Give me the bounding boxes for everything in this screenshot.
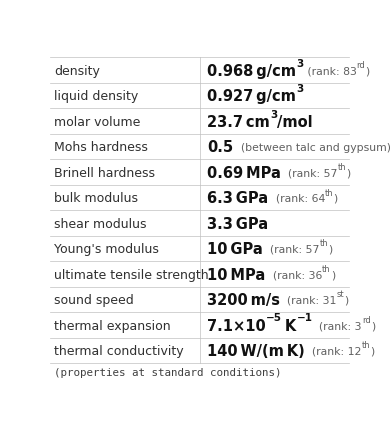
Text: 6.3 GPa: 6.3 GPa xyxy=(207,191,269,206)
Text: bulk modulus: bulk modulus xyxy=(54,192,138,204)
Text: molar volume: molar volume xyxy=(54,115,140,128)
Text: th: th xyxy=(362,341,370,350)
Text: liquid density: liquid density xyxy=(54,90,138,103)
Text: (rank: 3: (rank: 3 xyxy=(312,320,362,330)
Text: thermal conductivity: thermal conductivity xyxy=(54,344,184,357)
Text: K: K xyxy=(282,318,296,333)
Text: ): ) xyxy=(344,295,349,305)
Text: 0.69 MPa: 0.69 MPa xyxy=(207,165,281,180)
Text: ): ) xyxy=(333,193,338,203)
Text: 3: 3 xyxy=(296,84,303,94)
Text: th: th xyxy=(322,265,331,273)
Text: (rank: 64: (rank: 64 xyxy=(269,193,325,203)
Text: 3: 3 xyxy=(296,58,304,69)
Text: −5: −5 xyxy=(266,313,282,322)
Text: ): ) xyxy=(370,320,375,330)
Text: (rank: 36: (rank: 36 xyxy=(266,269,322,279)
Text: (properties at standard conditions): (properties at standard conditions) xyxy=(54,368,282,377)
Text: Young's modulus: Young's modulus xyxy=(54,242,159,256)
Text: 3.3 GPa: 3.3 GPa xyxy=(207,216,269,231)
Text: ultimate tensile strength: ultimate tensile strength xyxy=(54,268,209,281)
Text: ): ) xyxy=(346,168,351,178)
Text: thermal expansion: thermal expansion xyxy=(54,319,171,332)
Text: 10 MPa: 10 MPa xyxy=(207,267,266,282)
Text: Brinell hardness: Brinell hardness xyxy=(54,166,155,179)
Text: Mohs hardness: Mohs hardness xyxy=(54,141,148,154)
Text: ): ) xyxy=(328,244,332,254)
Text: (rank: 31: (rank: 31 xyxy=(280,295,337,305)
Text: 0.968 g/cm: 0.968 g/cm xyxy=(207,63,296,78)
Text: ): ) xyxy=(331,269,335,279)
Text: (rank: 57: (rank: 57 xyxy=(281,168,338,178)
Text: −1: −1 xyxy=(296,313,312,322)
Text: 7.1×10: 7.1×10 xyxy=(207,318,266,333)
Text: 0.927 g/cm: 0.927 g/cm xyxy=(207,89,296,104)
Text: shear modulus: shear modulus xyxy=(54,217,147,230)
Text: 10 GPa: 10 GPa xyxy=(207,242,263,256)
Text: st: st xyxy=(337,290,344,299)
Text: ): ) xyxy=(370,345,374,356)
Text: 23.7 cm: 23.7 cm xyxy=(207,115,270,130)
Text: th: th xyxy=(319,239,328,248)
Text: rd: rd xyxy=(356,61,365,70)
Text: 3: 3 xyxy=(270,109,277,119)
Text: (between talc and gypsum): (between talc and gypsum) xyxy=(234,142,390,153)
Text: sound speed: sound speed xyxy=(54,294,134,306)
Text: density: density xyxy=(54,65,100,78)
Text: (rank: 57: (rank: 57 xyxy=(263,244,319,254)
Text: ): ) xyxy=(365,66,370,76)
Text: /mol: /mol xyxy=(277,115,313,130)
Text: rd: rd xyxy=(362,315,370,324)
Text: 3200 m/s: 3200 m/s xyxy=(207,292,280,307)
Text: 140 W/(m K): 140 W/(m K) xyxy=(207,343,305,358)
Text: (rank: 12: (rank: 12 xyxy=(305,345,362,356)
Text: th: th xyxy=(325,188,333,197)
Text: (rank: 83: (rank: 83 xyxy=(304,66,356,76)
Text: 0.5: 0.5 xyxy=(207,140,234,155)
Text: th: th xyxy=(338,163,346,172)
